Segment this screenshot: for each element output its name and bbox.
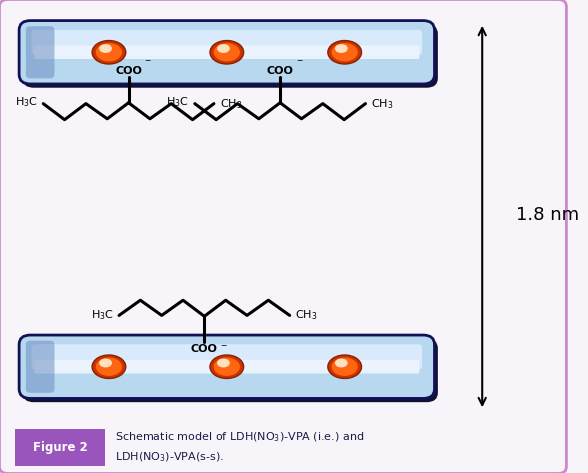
Text: H$_3$C: H$_3$C xyxy=(15,96,38,109)
Text: 1.8 nm: 1.8 nm xyxy=(516,206,579,224)
Text: $^{-}$: $^{-}$ xyxy=(144,59,152,69)
Text: H$_3$C: H$_3$C xyxy=(91,308,113,322)
Ellipse shape xyxy=(92,41,126,64)
Ellipse shape xyxy=(92,355,126,378)
FancyBboxPatch shape xyxy=(22,339,438,402)
Ellipse shape xyxy=(210,41,243,64)
Text: Schematic model of LDH(NO$_3$)-VPA (i.e.) and: Schematic model of LDH(NO$_3$)-VPA (i.e.… xyxy=(115,430,364,444)
FancyBboxPatch shape xyxy=(32,30,422,55)
FancyBboxPatch shape xyxy=(15,429,105,465)
Ellipse shape xyxy=(213,43,240,61)
Ellipse shape xyxy=(332,358,358,376)
Text: CH$_3$: CH$_3$ xyxy=(295,308,318,322)
Ellipse shape xyxy=(332,43,358,61)
Ellipse shape xyxy=(99,359,112,368)
FancyBboxPatch shape xyxy=(0,0,566,473)
Ellipse shape xyxy=(210,355,243,378)
FancyBboxPatch shape xyxy=(34,45,419,59)
Ellipse shape xyxy=(99,44,112,53)
Ellipse shape xyxy=(335,359,348,368)
Text: H$_3$C: H$_3$C xyxy=(166,96,189,109)
Text: COO: COO xyxy=(267,65,293,76)
Text: CH$_3$: CH$_3$ xyxy=(219,96,242,111)
Ellipse shape xyxy=(335,44,348,53)
Text: CH$_3$: CH$_3$ xyxy=(371,96,393,111)
Ellipse shape xyxy=(96,358,122,376)
Ellipse shape xyxy=(96,43,122,61)
FancyBboxPatch shape xyxy=(19,21,435,84)
FancyBboxPatch shape xyxy=(34,360,419,374)
FancyBboxPatch shape xyxy=(32,344,422,369)
Ellipse shape xyxy=(213,358,240,376)
Ellipse shape xyxy=(217,44,230,53)
FancyBboxPatch shape xyxy=(22,24,438,88)
Text: Figure 2: Figure 2 xyxy=(33,441,88,454)
Text: $^{-}$: $^{-}$ xyxy=(220,343,228,353)
Text: LDH(NO$_3$)-VPA(s-s).: LDH(NO$_3$)-VPA(s-s). xyxy=(115,450,223,464)
Text: COO: COO xyxy=(191,343,218,353)
FancyBboxPatch shape xyxy=(26,26,55,79)
FancyBboxPatch shape xyxy=(19,335,435,398)
Ellipse shape xyxy=(217,359,230,368)
Text: $^{-}$: $^{-}$ xyxy=(296,59,303,69)
Ellipse shape xyxy=(328,355,362,378)
Text: COO: COO xyxy=(115,65,142,76)
FancyBboxPatch shape xyxy=(26,341,55,393)
Ellipse shape xyxy=(328,41,362,64)
